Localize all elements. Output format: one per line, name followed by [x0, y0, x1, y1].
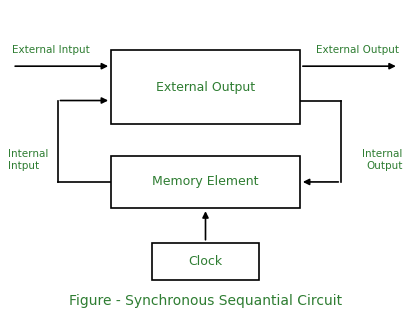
Text: Internal
Intput: Internal Intput	[8, 149, 48, 171]
Text: External Output: External Output	[156, 81, 255, 94]
Text: Memory Element: Memory Element	[152, 175, 259, 188]
Text: Clock: Clock	[188, 255, 223, 268]
Text: External Intput: External Intput	[12, 45, 90, 55]
Text: Internal
Output: Internal Output	[363, 149, 403, 171]
Text: Figure - Synchronous Sequantial Circuit: Figure - Synchronous Sequantial Circuit	[69, 294, 342, 308]
FancyBboxPatch shape	[111, 156, 300, 208]
Text: External Output: External Output	[316, 45, 399, 55]
FancyBboxPatch shape	[152, 243, 259, 280]
FancyBboxPatch shape	[111, 50, 300, 124]
